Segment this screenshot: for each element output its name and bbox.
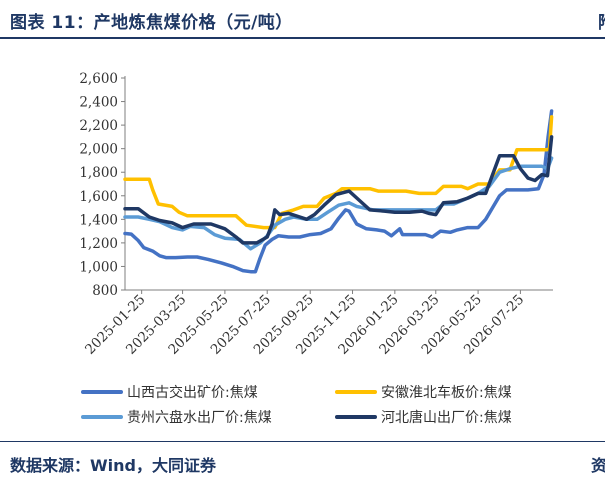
series-line-4 — [123, 135, 554, 245]
y-tick-label: 1,200 — [79, 236, 118, 252]
y-tick-label: 1,000 — [79, 259, 118, 275]
legend-label-2: 安徽淮北车板价:焦煤 — [381, 384, 512, 401]
chart-title: 图表 11：产地炼焦煤价格（元/吨） — [10, 13, 293, 33]
series-line-3 — [123, 156, 554, 251]
y-axis-ticks: 800 1,000 1,200 1,400 1,600 1,800 2,000 2,200 2,… — [79, 71, 125, 299]
y-tick-label: 2,200 — [79, 118, 118, 134]
y-tick-label: 2,600 — [79, 71, 118, 87]
legend-label-3: 贵州六盘水出厂价:焦煤 — [127, 409, 272, 426]
legend-label-1: 山西古交出矿价:焦煤 — [127, 384, 258, 401]
footer-divider — [0, 441, 605, 442]
series-line-2 — [123, 115, 554, 230]
y-tick-label: 2,000 — [79, 142, 118, 158]
chart-axes — [124, 76, 553, 291]
y-tick-label: 1,800 — [79, 165, 118, 181]
x-axis-ticks: 2025-01-252025-03-252025-05-252025-07-25… — [82, 290, 527, 358]
chart-title-next-fragment: 附 — [598, 8, 605, 33]
y-tick-label: 2,400 — [79, 95, 118, 111]
y-tick-label: 1,600 — [79, 189, 118, 205]
legend-label-4: 河北唐山出厂价:焦煤 — [381, 409, 512, 426]
source-note: 数据来源：Wind，大同证券 — [10, 456, 216, 475]
title-divider — [0, 37, 605, 39]
series-line-1 — [123, 109, 554, 274]
source-note-next-fragment: 资 — [591, 456, 605, 475]
y-tick-label: 1,400 — [79, 212, 118, 228]
y-tick-label: 800 — [92, 283, 118, 299]
series-lines — [123, 109, 554, 274]
